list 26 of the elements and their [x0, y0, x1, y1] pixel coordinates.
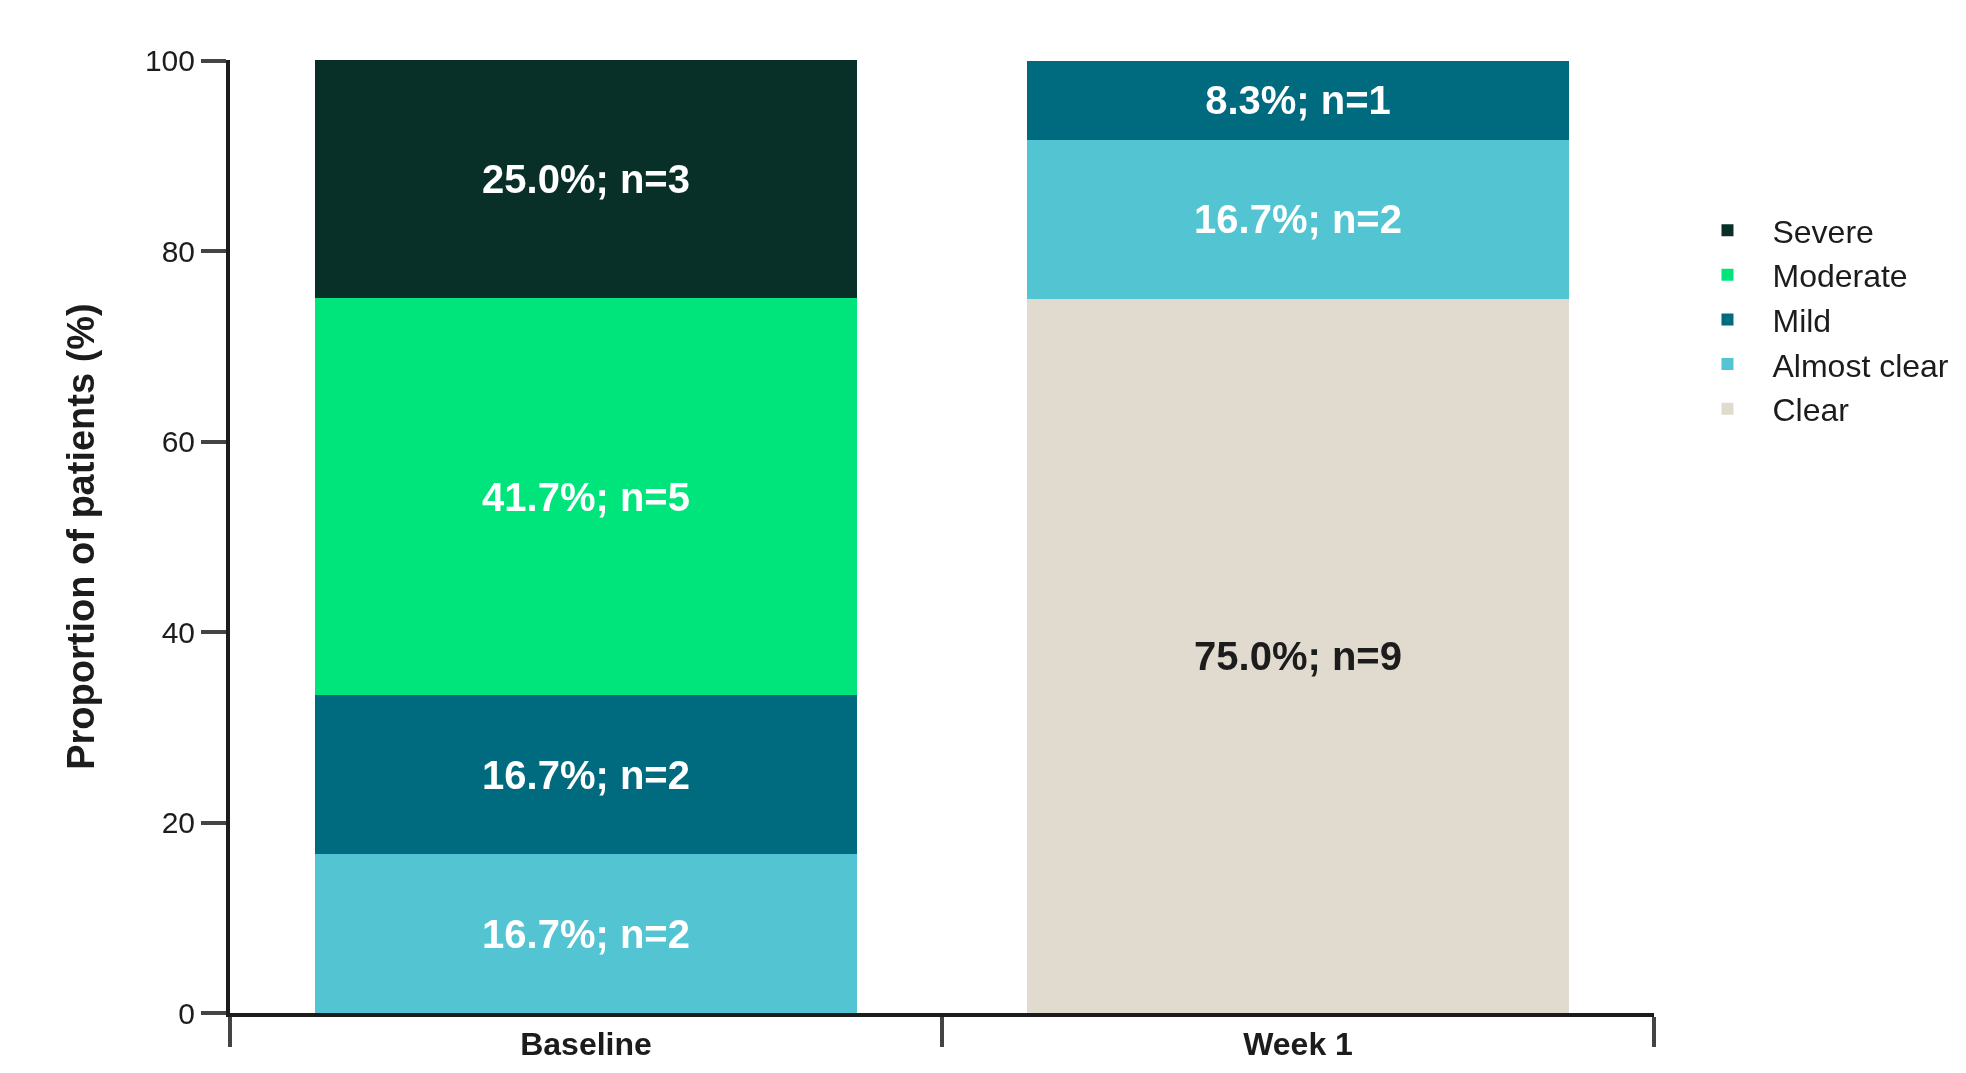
legend-label: Mild — [1772, 302, 1832, 339]
y-tick-label: 60 — [161, 425, 195, 459]
y-tick-label: 80 — [161, 234, 195, 268]
y-tick-label: 20 — [161, 806, 195, 840]
x-tick-label: Week 1 — [1243, 1026, 1353, 1063]
data-label: 75.0%; n=9 — [1194, 633, 1402, 678]
y-axis-title: Proportion of patients (%) — [59, 303, 102, 770]
bar — [1027, 139, 1569, 299]
legend-label: Almost clear — [1772, 347, 1949, 384]
bar — [315, 60, 857, 299]
legend-label: Clear — [1772, 392, 1850, 429]
data-label: 41.7%; n=5 — [482, 474, 690, 519]
data-label: 8.3%; n=1 — [1205, 78, 1391, 123]
y-tick-label: 40 — [161, 615, 195, 649]
x-tick-label: Baseline — [520, 1026, 652, 1063]
bar — [315, 298, 857, 696]
data-label: 25.0%; n=3 — [482, 157, 690, 202]
legend-label: Severe — [1772, 213, 1874, 250]
y-tick-label: 100 — [144, 44, 195, 78]
bar — [1027, 60, 1569, 140]
data-label: 16.7%; n=2 — [482, 752, 690, 797]
legend-label: Moderate — [1772, 258, 1908, 295]
data-label: 16.7%; n=2 — [1194, 197, 1402, 242]
bar — [315, 695, 857, 855]
y-tick-label: 0 — [178, 996, 195, 1030]
data-label: 16.7%; n=2 — [482, 911, 690, 956]
